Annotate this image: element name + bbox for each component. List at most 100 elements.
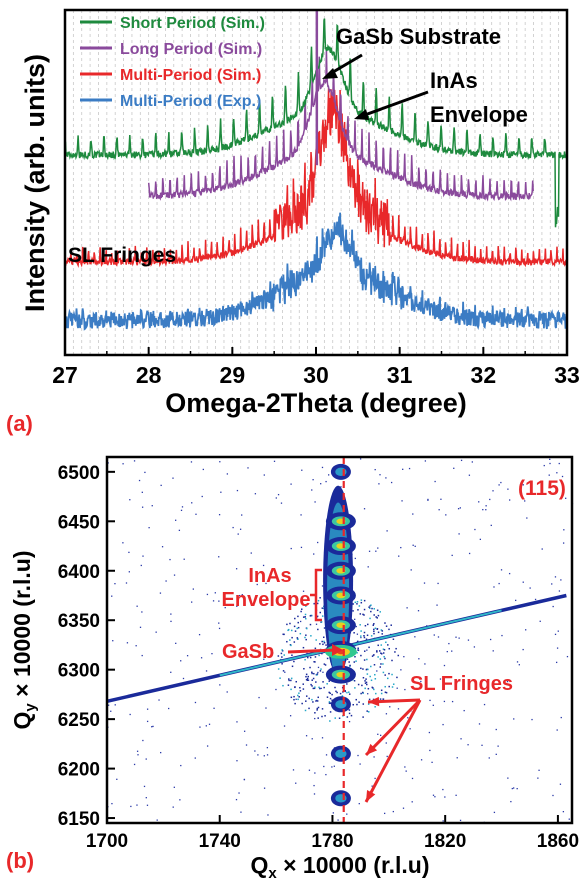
b-noise-dot xyxy=(141,611,143,613)
b-noise-dot xyxy=(424,663,426,665)
b-cloud-dot xyxy=(357,647,359,650)
b-noise-dot xyxy=(311,738,313,740)
b-arrowhead-gasb xyxy=(332,644,343,656)
b-noise-dot xyxy=(404,766,406,768)
b-noise-dot xyxy=(385,742,387,744)
b-cloud-dot xyxy=(298,696,300,698)
b-cloud-dot xyxy=(346,691,348,694)
b-noise-dot xyxy=(556,647,559,649)
b-cloud-dot xyxy=(371,607,373,610)
b-noise-dot xyxy=(240,811,242,813)
b-cloud-dot xyxy=(353,661,356,663)
b-cloud-dot xyxy=(375,692,377,695)
b-noise-dot xyxy=(161,546,164,548)
b-noise-dot xyxy=(159,592,162,594)
b-noise-dot xyxy=(133,763,136,766)
b-noise-dot xyxy=(314,501,316,503)
b-noise-dot xyxy=(507,488,509,490)
b-noise-dot xyxy=(219,461,221,463)
b-cloud-dot xyxy=(314,661,316,663)
b-noise-dot xyxy=(554,576,557,578)
b-noise-dot xyxy=(400,669,402,671)
a-x-axis-label: Omega-2Theta (degree) xyxy=(165,388,467,418)
b-cloud-dot xyxy=(301,608,303,610)
a-annotations: GaSb Substrate InAs Envelope SL Fringes xyxy=(68,24,528,267)
b-cloud-dot xyxy=(373,623,375,625)
b-cloud-dot xyxy=(338,717,341,719)
b-fringe-mid xyxy=(335,794,347,803)
b-noise-dot xyxy=(467,744,469,746)
b-noise-dot xyxy=(418,658,420,660)
b-cloud-dot xyxy=(329,711,332,713)
b-noise-dot xyxy=(323,765,325,768)
b-cloud-dot xyxy=(290,629,293,632)
b-cloud-dot xyxy=(380,629,383,631)
b-noise-dot xyxy=(179,799,181,801)
b-cloud-dot xyxy=(357,609,359,611)
b-noise-dot xyxy=(182,677,185,680)
b-cloud-dot xyxy=(309,656,312,659)
b-noise-dot xyxy=(137,754,139,756)
b-noise-dot xyxy=(173,786,175,788)
b-cloud-dot xyxy=(293,625,296,628)
b-cloud-dot xyxy=(382,663,384,665)
b-cloud-dot xyxy=(388,628,390,631)
b-cloud-dot xyxy=(374,706,376,708)
b-noise-dot xyxy=(198,633,201,636)
b-cloud-dot xyxy=(384,674,386,676)
b-noise-dot xyxy=(417,610,420,612)
b-cloud-dot xyxy=(350,714,353,717)
b-cloud-dot xyxy=(373,614,375,616)
b-noise-dot xyxy=(313,784,315,787)
b-cloud-dot xyxy=(297,698,299,701)
b-noise-dot xyxy=(442,820,444,822)
b-cloud-dot xyxy=(319,611,321,614)
b-cloud-dot xyxy=(317,628,319,631)
b-noise-dot xyxy=(406,607,408,609)
b-noise-dot xyxy=(206,745,209,747)
b-noise-dot xyxy=(320,687,322,690)
b-noise-dot xyxy=(308,769,311,771)
b-y-tick-label: 6300 xyxy=(58,661,100,682)
b-ticks: 1700 1740 1780 1820 1860 6150 6200 6250 6300 6350… xyxy=(58,463,579,852)
b-cloud-dot xyxy=(328,702,331,704)
b-noise-dot xyxy=(148,527,150,529)
b-noise-dot xyxy=(498,484,500,486)
b-cloud-dot xyxy=(365,668,368,671)
b-cloud-dot xyxy=(311,671,313,674)
b-noise-dot xyxy=(263,658,265,660)
b-fringe-mid xyxy=(335,700,347,709)
b-cloud-dot xyxy=(288,678,290,680)
b-noise-dot xyxy=(180,660,182,662)
b-noise-dot xyxy=(565,497,567,499)
b-cloud-dot xyxy=(360,654,362,657)
b-noise-dot xyxy=(495,728,497,731)
b-noise-dot xyxy=(173,574,176,576)
b-noise-dot xyxy=(191,601,193,603)
b-cloud-dot xyxy=(369,675,371,678)
b-cloud-dot xyxy=(360,601,363,604)
b-cloud-dot xyxy=(354,601,357,604)
b-noise-dot xyxy=(337,819,339,821)
b-cloud-dot xyxy=(373,608,375,610)
b-cloud-dot xyxy=(397,654,400,657)
b-noise-dot xyxy=(432,704,434,706)
b-noise-dot xyxy=(199,726,201,728)
b-cloud-dot xyxy=(382,648,385,650)
b-cloud-dot xyxy=(293,641,296,643)
b-cloud-dot xyxy=(369,607,371,609)
b-cloud-dot xyxy=(354,687,356,689)
b-noise-dot xyxy=(112,640,114,642)
b-noise-dot xyxy=(549,458,551,461)
b-cloud-dot xyxy=(329,692,331,695)
b-cloud-dot xyxy=(321,715,323,718)
b-noise-dot xyxy=(290,547,292,550)
b-cloud-dot xyxy=(367,623,369,626)
b-noise-dot xyxy=(374,468,376,471)
b-cloud-dot xyxy=(306,679,309,681)
b-cloud-dot xyxy=(329,702,332,704)
b-cloud-dot xyxy=(353,680,356,682)
b-noise-dot xyxy=(429,699,431,702)
b-noise-dot xyxy=(283,725,286,727)
b-cloud-dot xyxy=(315,681,317,683)
